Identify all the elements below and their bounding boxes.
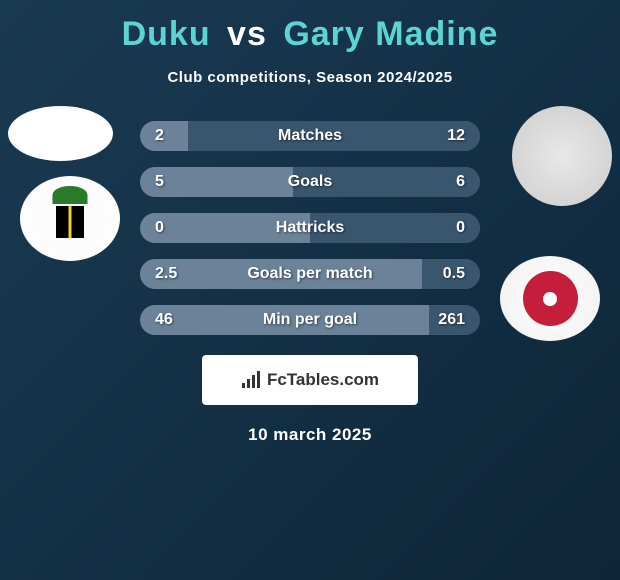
stat-value-right: 0.5	[443, 265, 465, 283]
stat-label: Hattricks	[276, 219, 344, 237]
player2-club-badge	[500, 256, 600, 341]
player2-name: Gary Madine	[283, 15, 498, 53]
stat-value-left: 2.5	[155, 265, 177, 283]
player2-avatar	[512, 106, 612, 206]
stat-label: Matches	[278, 127, 342, 145]
stat-row: 2 Matches 12	[140, 121, 480, 151]
stat-value-right: 6	[456, 173, 465, 191]
stats-section: 2 Matches 12 5 Goals 6 0 Hattricks 0 2.5 Goals per…	[0, 121, 620, 335]
stat-row: 5 Goals 6	[140, 167, 480, 197]
wheel-icon	[523, 271, 578, 326]
stat-value-right: 12	[447, 127, 465, 145]
stat-row: 2.5 Goals per match 0.5	[140, 259, 480, 289]
player1-name: Duku	[122, 15, 211, 53]
branding-badge: FcTables.com	[202, 355, 418, 405]
stat-row: 0 Hattricks 0	[140, 213, 480, 243]
comparison-title: Duku vs Gary Madine	[0, 15, 620, 54]
chart-icon	[241, 371, 261, 389]
infographic-container: Duku vs Gary Madine Club competitions, S…	[0, 0, 620, 580]
stat-row: 46 Min per goal 261	[140, 305, 480, 335]
stat-label: Min per goal	[263, 311, 357, 329]
stat-value-left: 5	[155, 173, 164, 191]
branding-text: FcTables.com	[267, 370, 379, 390]
player1-avatar	[8, 106, 113, 161]
stat-label: Goals	[288, 173, 332, 191]
stat-value-left: 0	[155, 219, 164, 237]
player1-club-badge	[20, 176, 120, 261]
stat-rows-container: 2 Matches 12 5 Goals 6 0 Hattricks 0 2.5 Goals per…	[140, 121, 480, 335]
season-subtitle: Club competitions, Season 2024/2025	[0, 69, 620, 86]
vs-separator: vs	[227, 15, 267, 53]
stat-label: Goals per match	[247, 265, 372, 283]
stat-value-right: 0	[456, 219, 465, 237]
date-label: 10 march 2025	[0, 425, 620, 445]
stat-value-right: 261	[438, 311, 465, 329]
stat-value-left: 2	[155, 127, 164, 145]
stat-value-left: 46	[155, 311, 173, 329]
